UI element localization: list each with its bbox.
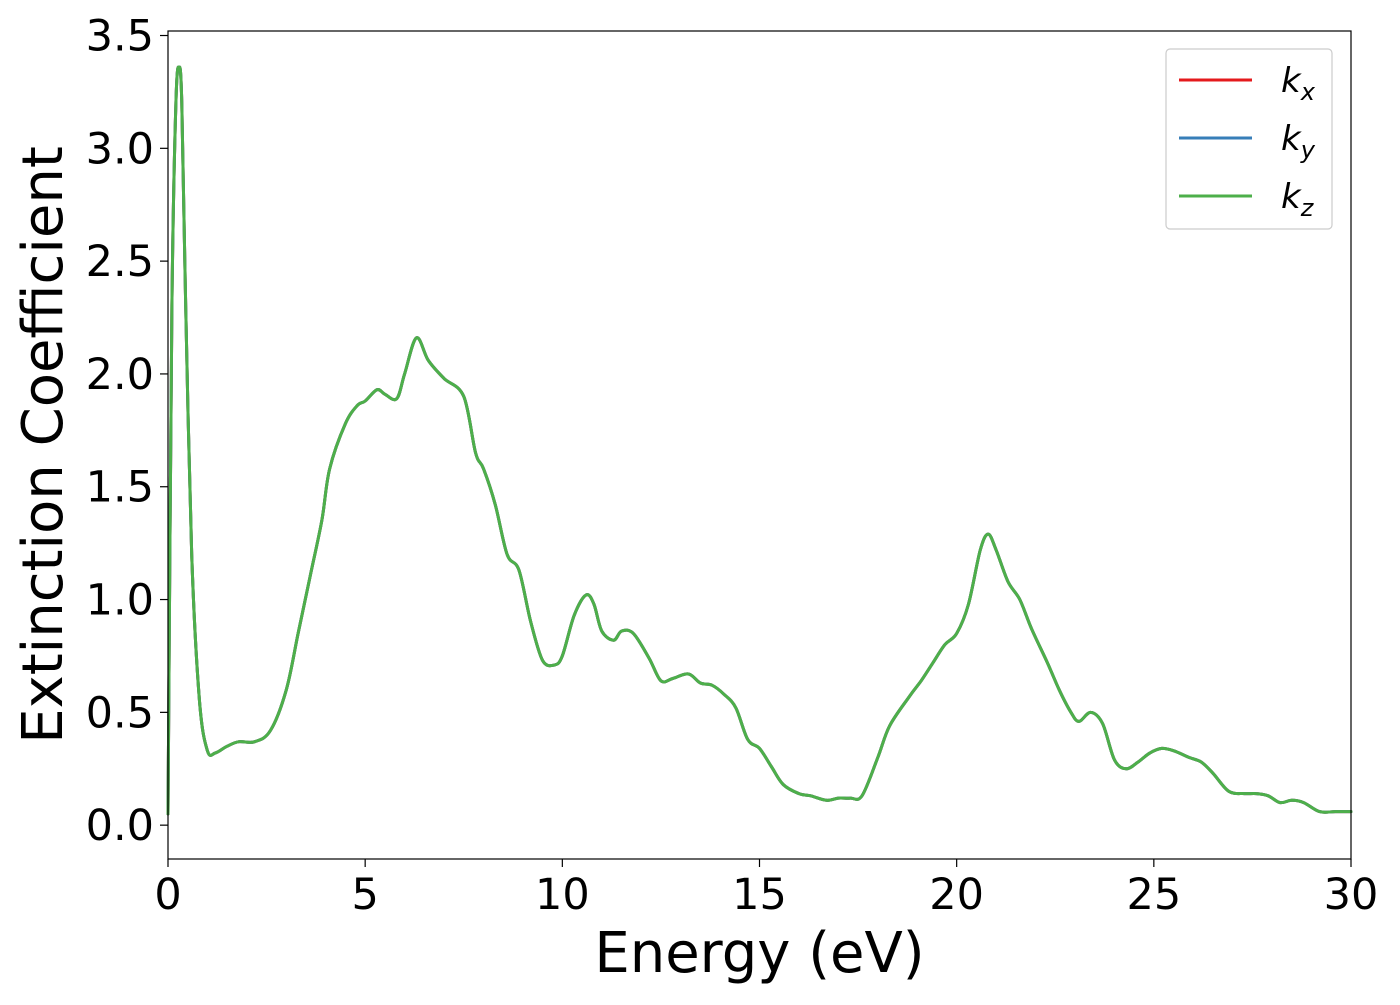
y-tick-label: 1.0 [86, 576, 154, 626]
x-tick-label: 15 [732, 870, 787, 920]
legend-subscript: x [1300, 78, 1316, 106]
series-line-kz [166, 65, 1353, 816]
x-tick-label: 0 [154, 870, 181, 920]
y-tick-label: 3.0 [86, 124, 154, 174]
x-tick-label: 25 [1126, 870, 1181, 920]
x-axis-label: Energy (eV) [594, 921, 924, 986]
x-tick-label: 5 [351, 870, 378, 920]
y-tick-label: 1.5 [86, 463, 154, 513]
y-axis-label: Extinction Coefficient [11, 146, 76, 744]
legend-subscript: z [1300, 194, 1315, 222]
y-tick-label: 0.5 [86, 688, 154, 738]
y-tick-label: 3.5 [86, 12, 154, 62]
x-tick-label: 10 [535, 870, 590, 920]
y-tick-label: 2.5 [86, 237, 154, 287]
legend-subscript: y [1300, 136, 1316, 164]
y-tick-label: 0.0 [86, 801, 154, 851]
x-axis-ticks: 0 5 10 15 20 25 30 [154, 859, 1378, 920]
y-tick-label: 2.0 [86, 350, 154, 400]
y-axis-ticks: 0.0 0.5 1.0 1.5 2.0 2.5 3.0 3.5 [86, 12, 168, 851]
x-tick-label: 30 [1324, 870, 1379, 920]
x-tick-label: 20 [929, 870, 984, 920]
series-layer [166, 65, 1353, 816]
